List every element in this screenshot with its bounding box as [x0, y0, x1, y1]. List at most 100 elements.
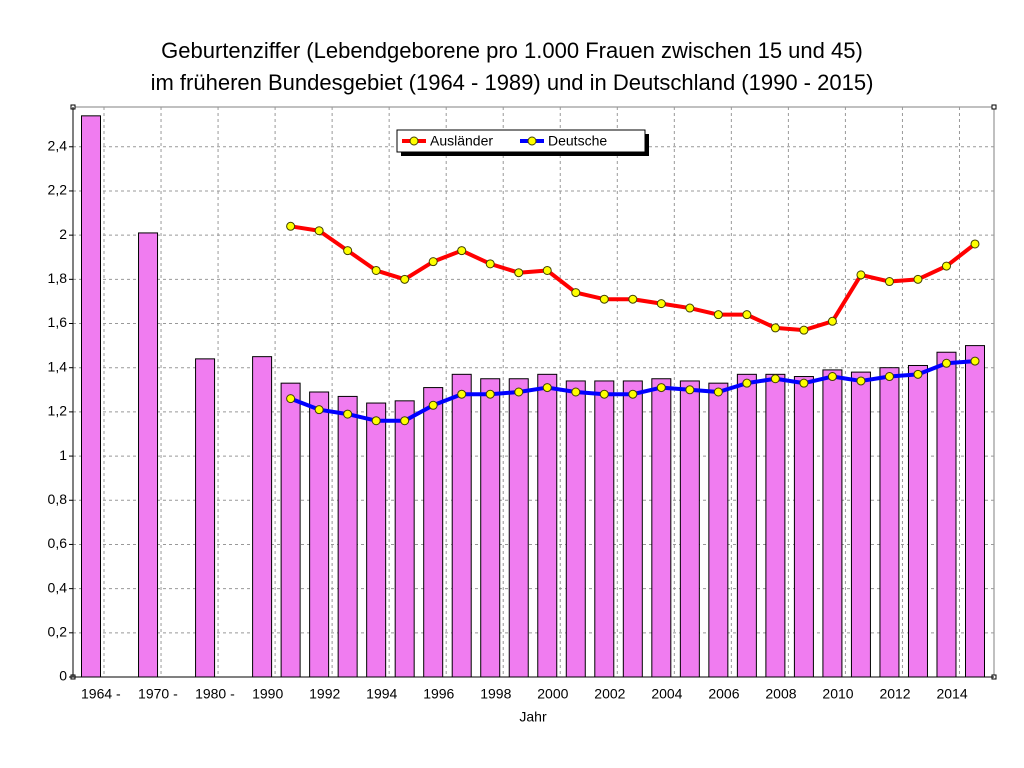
bar — [793, 376, 814, 678]
bar — [195, 358, 216, 678]
marker — [884, 372, 894, 382]
marker — [371, 265, 381, 275]
marker — [941, 358, 951, 368]
x-tick-label: 1970 - — [138, 686, 178, 702]
marker — [343, 409, 353, 419]
marker — [343, 246, 353, 256]
bar — [936, 351, 957, 678]
bar — [394, 400, 415, 678]
x-tick-label: 1992 — [309, 686, 340, 702]
marker — [485, 389, 495, 399]
marker — [286, 394, 296, 404]
bar — [451, 373, 472, 678]
marker — [457, 246, 467, 256]
y-tick-label: 1,8 — [48, 270, 68, 286]
y-tick-label: 1,6 — [48, 314, 68, 330]
bar — [765, 373, 786, 678]
marker — [742, 378, 752, 388]
marker — [799, 325, 809, 335]
legend-label: Ausländer — [430, 133, 493, 149]
marker — [827, 316, 837, 326]
legend-marker — [409, 136, 419, 146]
marker — [913, 369, 923, 379]
x-tick-label: 2012 — [879, 686, 910, 702]
y-tick-label: 2 — [59, 226, 67, 242]
bar — [280, 382, 301, 678]
marker — [770, 374, 780, 384]
marker — [713, 310, 723, 320]
bar — [138, 232, 159, 678]
x-tick-label: 2000 — [537, 686, 568, 702]
marker — [799, 378, 809, 388]
x-tick-label: 1980 - — [195, 686, 235, 702]
bar — [907, 364, 928, 678]
y-tick-label: 1,2 — [48, 403, 68, 419]
marker — [713, 387, 723, 397]
bar — [879, 367, 900, 678]
bar — [81, 115, 101, 678]
marker — [599, 294, 609, 304]
y-tick-label: 0 — [59, 668, 67, 684]
chart-title: im früheren Bundesgebiet (1964 - 1989) u… — [151, 70, 874, 95]
x-tick-label: 1994 — [366, 686, 397, 702]
marker — [628, 389, 638, 399]
bar — [594, 380, 615, 678]
y-tick-label: 1 — [59, 447, 67, 463]
marker — [457, 389, 467, 399]
y-tick-label: 0,4 — [48, 579, 68, 595]
bar — [337, 395, 358, 678]
x-tick-label: 2006 — [708, 686, 739, 702]
marker — [742, 310, 752, 320]
x-tick-label: 1998 — [480, 686, 511, 702]
marker — [941, 261, 951, 271]
chart-title: Geburtenziffer (Lebendgeborene pro 1.000… — [161, 38, 863, 63]
marker — [428, 400, 438, 410]
marker — [542, 265, 552, 275]
marker — [884, 277, 894, 287]
marker — [514, 268, 524, 278]
x-tick-label: 1990 — [252, 686, 283, 702]
marker — [571, 288, 581, 298]
y-tick-label: 0,8 — [48, 491, 68, 507]
bar — [252, 356, 273, 678]
marker — [542, 383, 552, 393]
bar — [366, 402, 387, 678]
bar — [508, 378, 529, 678]
marker — [970, 239, 980, 249]
marker — [485, 259, 495, 269]
marker — [827, 372, 837, 382]
marker — [685, 303, 695, 313]
x-tick-label: 1964 - — [81, 686, 121, 702]
y-tick-label: 2,2 — [48, 182, 68, 198]
marker — [514, 387, 524, 397]
legend-label: Deutsche — [548, 133, 607, 149]
bar — [679, 380, 700, 678]
y-tick-label: 2,4 — [48, 137, 68, 153]
x-tick-label: 2004 — [651, 686, 682, 702]
bar — [480, 378, 501, 678]
bar — [309, 391, 330, 678]
bar — [850, 371, 871, 678]
x-tick-label: 2008 — [765, 686, 796, 702]
marker — [913, 274, 923, 284]
frame-handle — [991, 104, 997, 110]
marker — [314, 405, 324, 415]
marker — [314, 226, 324, 236]
line-series — [290, 224, 977, 333]
x-tick-label: 2010 — [822, 686, 853, 702]
marker — [571, 387, 581, 397]
marker — [656, 383, 666, 393]
bar — [423, 387, 444, 678]
marker — [428, 257, 438, 267]
marker — [286, 221, 296, 231]
marker — [599, 389, 609, 399]
marker — [856, 376, 866, 386]
marker — [770, 323, 780, 333]
bar — [537, 373, 558, 678]
marker — [970, 356, 980, 366]
x-axis-label: Jahr — [519, 709, 547, 725]
y-tick-label: 0,6 — [48, 535, 68, 551]
x-tick-label: 2014 — [936, 686, 967, 702]
marker — [400, 416, 410, 426]
